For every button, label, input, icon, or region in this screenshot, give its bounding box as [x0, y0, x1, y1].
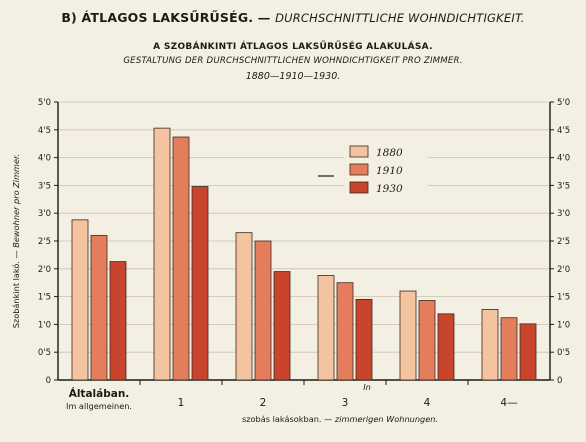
main-title: B) ÁTLAGOS LAKSŰRŰSÉG. — DURCHSCHNITTLIC… [0, 10, 586, 25]
y-tick-label-right: 2'0 [557, 265, 570, 275]
y-tick-label-right: 3'0 [557, 209, 570, 219]
bar-1910-1 [172, 136, 190, 381]
y-tick-label-left: 4'0 [38, 154, 51, 164]
main-title-hu: B) ÁTLAGOS LAKSŰRŰSÉG. [61, 10, 254, 25]
y-tick-label-left: 1'0 [38, 320, 51, 330]
x-category-label: 4— [500, 397, 517, 409]
subtitle-hu: A SZOBÁNKINTI ÁTLAGOS LAKSŰRŰSÉG ALAKULÁ… [153, 42, 433, 52]
bar-1880-0 [71, 219, 89, 381]
bar-1930-0 [109, 261, 127, 381]
bar-1880-4 [399, 290, 417, 381]
legend-swatch-1930 [349, 181, 369, 194]
main-title-de: DURCHSCHNITTLICHE WOHNDICHTIGKEIT. [275, 11, 525, 25]
bar-1910-5 [500, 317, 518, 381]
y-tick-label-left: 5'0 [38, 98, 51, 108]
bar-1880-3 [317, 275, 335, 381]
bar-1880-5 [481, 308, 499, 381]
y-tick-label-left: 3'5 [38, 181, 51, 191]
y-tick-label-left: 0 [46, 376, 51, 386]
y-tick-label-left: 1'5 [38, 293, 51, 303]
y-axis-title-de: Bewohner pro Zimmer. [11, 154, 21, 248]
x-category-label: 4 [424, 397, 431, 409]
y-tick-label-right: 1'5 [557, 293, 570, 303]
legend-label-1910: 1910 [376, 165, 403, 177]
x-axis-title-hu: szobás lakásokban. [242, 414, 324, 424]
legend-swatch-1910 [349, 163, 369, 176]
bar-1910-3 [336, 282, 354, 381]
y-tick-label-right: 0 [557, 376, 562, 386]
legend-label-1880: 1880 [376, 147, 403, 159]
y-tick-label-left: 0'5 [38, 348, 51, 358]
x-annotation: In [363, 382, 371, 392]
y-tick-label-right: 1'0 [557, 320, 570, 330]
x-category-sublabel: Im allgemeinen. [66, 401, 132, 411]
y-tick-label-right: 2'5 [557, 237, 570, 247]
main-title-separator: — [257, 10, 271, 25]
x-category-label: Általában. [69, 387, 130, 400]
y-axis-title: Szobánkint lakó. — Bewohner pro Zimmer. [11, 154, 21, 329]
subtitle-de: GESTALTUNG DER DURCHSCHNITTLICHEN WOHNDI… [123, 56, 463, 66]
legend-swatch-1880 [349, 145, 369, 158]
y-tick-label-right: 3'5 [557, 181, 570, 191]
x-axis-title-separator: — [324, 414, 335, 424]
y-tick-label-right: 0'5 [557, 348, 570, 358]
subtitle-years: 1880—1910—1930. [245, 71, 341, 82]
y-tick-label-right: 4'0 [557, 154, 570, 164]
y-tick-label-left: 2'5 [38, 237, 51, 247]
x-category-label: 1 [178, 397, 185, 409]
y-tick-label-left: 3'0 [38, 209, 51, 219]
bar-1930-4 [437, 313, 455, 381]
y-tick-label-left: 2'0 [38, 265, 51, 275]
legend-label-1930: 1930 [376, 183, 403, 195]
y-tick-label-right: 5'0 [557, 98, 570, 108]
bar-1910-2 [254, 240, 272, 381]
y-axis-title-separator: — [11, 248, 21, 259]
bar-1930-2 [273, 271, 291, 381]
x-category-label: 2 [260, 397, 267, 409]
x-category-label: 3 [342, 397, 349, 409]
bar-1910-4 [418, 300, 436, 381]
bar-1880-1 [153, 127, 171, 381]
y-axis-title-hu: Szobánkint lakó. [11, 259, 21, 329]
bar-1880-2 [235, 232, 253, 381]
x-axis-title-de: zimmerigen Wohnungen. [334, 414, 438, 424]
bar-1930-3 [355, 298, 373, 381]
bar-1930-1 [191, 186, 209, 381]
y-tick-label-right: 4'5 [557, 126, 570, 136]
bar-1910-0 [90, 235, 108, 381]
x-axis-title: szobás lakásokban. — zimmerigen Wohnunge… [242, 414, 438, 424]
bar-1930-5 [519, 323, 537, 381]
y-tick-label-left: 4'5 [38, 126, 51, 136]
